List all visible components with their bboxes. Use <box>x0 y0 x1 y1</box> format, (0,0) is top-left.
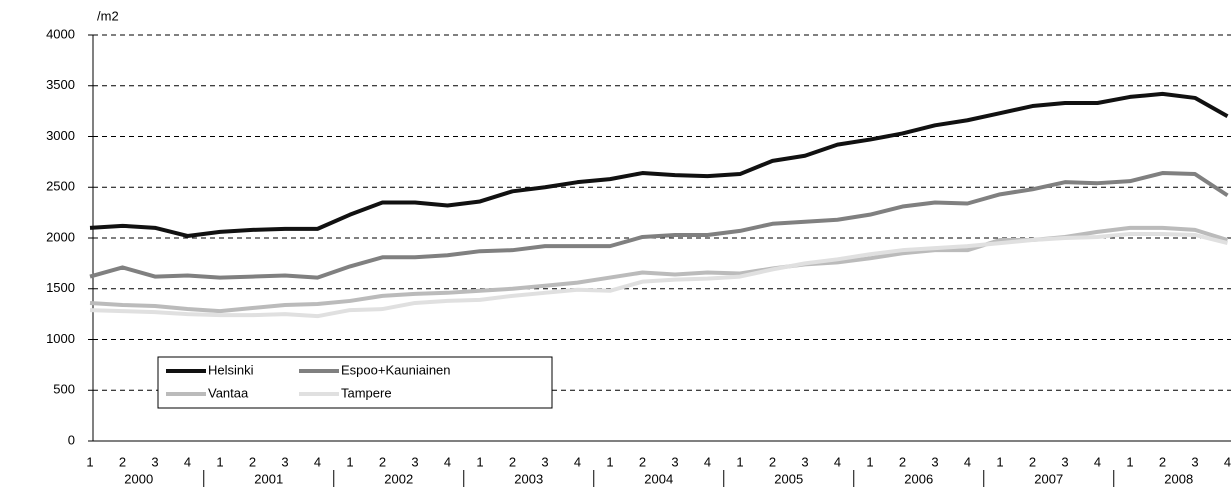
year-label: 2004 <box>644 471 673 486</box>
year-label: 2007 <box>1034 471 1063 486</box>
legend-label: Tampere <box>341 385 392 400</box>
x-tick-label: 1 <box>86 454 93 469</box>
x-tick-label: 2 <box>769 454 776 469</box>
x-tick-label: 1 <box>1126 454 1133 469</box>
x-tick-label: 2 <box>1159 454 1166 469</box>
y-tick-label: 2500 <box>46 179 75 194</box>
legend-box <box>157 356 553 409</box>
y-tick-label: 0 <box>68 432 75 447</box>
year-label: 2000 <box>124 471 153 486</box>
x-tick-label: 4 <box>704 454 711 469</box>
series-line <box>89 91 1229 238</box>
year-label: 2006 <box>904 471 933 486</box>
x-tick-label: 3 <box>801 454 808 469</box>
year-label: 2003 <box>514 471 543 486</box>
year-label: 2001 <box>254 471 283 486</box>
year-label: 2005 <box>774 471 803 486</box>
x-tick-label: 1 <box>476 454 483 469</box>
year-label: 2002 <box>384 471 413 486</box>
x-tick-label: 3 <box>411 454 418 469</box>
x-tick-label: 4 <box>444 454 451 469</box>
y-tick-label: 3000 <box>46 128 75 143</box>
x-tick-label: 1 <box>996 454 1003 469</box>
x-tick-label: 2 <box>119 454 126 469</box>
x-tick-label: 1 <box>346 454 353 469</box>
y-tick-label: 500 <box>53 382 75 397</box>
x-tick-label: 1 <box>216 454 223 469</box>
x-tick-label: 4 <box>834 454 841 469</box>
x-tick-label: 3 <box>1061 454 1068 469</box>
y-axis-label: /m2 <box>97 8 119 23</box>
year-label: 2008 <box>1164 471 1193 486</box>
x-tick-label: 4 <box>184 454 191 469</box>
x-tick-label: 1 <box>606 454 613 469</box>
x-tick-label: 3 <box>671 454 678 469</box>
y-tick-label: 1500 <box>46 280 75 295</box>
x-tick-label: 2 <box>639 454 646 469</box>
x-tick-label: 3 <box>541 454 548 469</box>
x-tick-label: 2 <box>379 454 386 469</box>
x-tick-label: 4 <box>1224 454 1231 469</box>
y-tick-label: 4000 <box>46 26 75 41</box>
x-tick-label: 1 <box>866 454 873 469</box>
x-tick-label: 3 <box>1191 454 1198 469</box>
x-tick-label: 3 <box>151 454 158 469</box>
x-tick-label: 1 <box>736 454 743 469</box>
series-line <box>89 231 1228 319</box>
x-tick-label: 4 <box>964 454 971 469</box>
legend-label: Vantaa <box>208 385 249 400</box>
x-tick-label: 3 <box>931 454 938 469</box>
x-tick-label: 2 <box>509 454 516 469</box>
x-tick-label: 2 <box>249 454 256 469</box>
y-tick-label: 3500 <box>46 77 75 92</box>
legend-label: Helsinki <box>208 362 254 377</box>
y-tick-label: 1000 <box>46 331 75 346</box>
x-tick-label: 4 <box>314 454 321 469</box>
x-tick-label: 2 <box>1029 454 1036 469</box>
x-tick-label: 2 <box>899 454 906 469</box>
x-tick-label: 4 <box>1094 454 1101 469</box>
series-line <box>89 171 1229 280</box>
x-tick-label: 4 <box>574 454 581 469</box>
legend-label: Espoo+Kauniainen <box>341 362 451 377</box>
y-tick-label: 2000 <box>46 229 75 244</box>
x-tick-label: 3 <box>281 454 288 469</box>
